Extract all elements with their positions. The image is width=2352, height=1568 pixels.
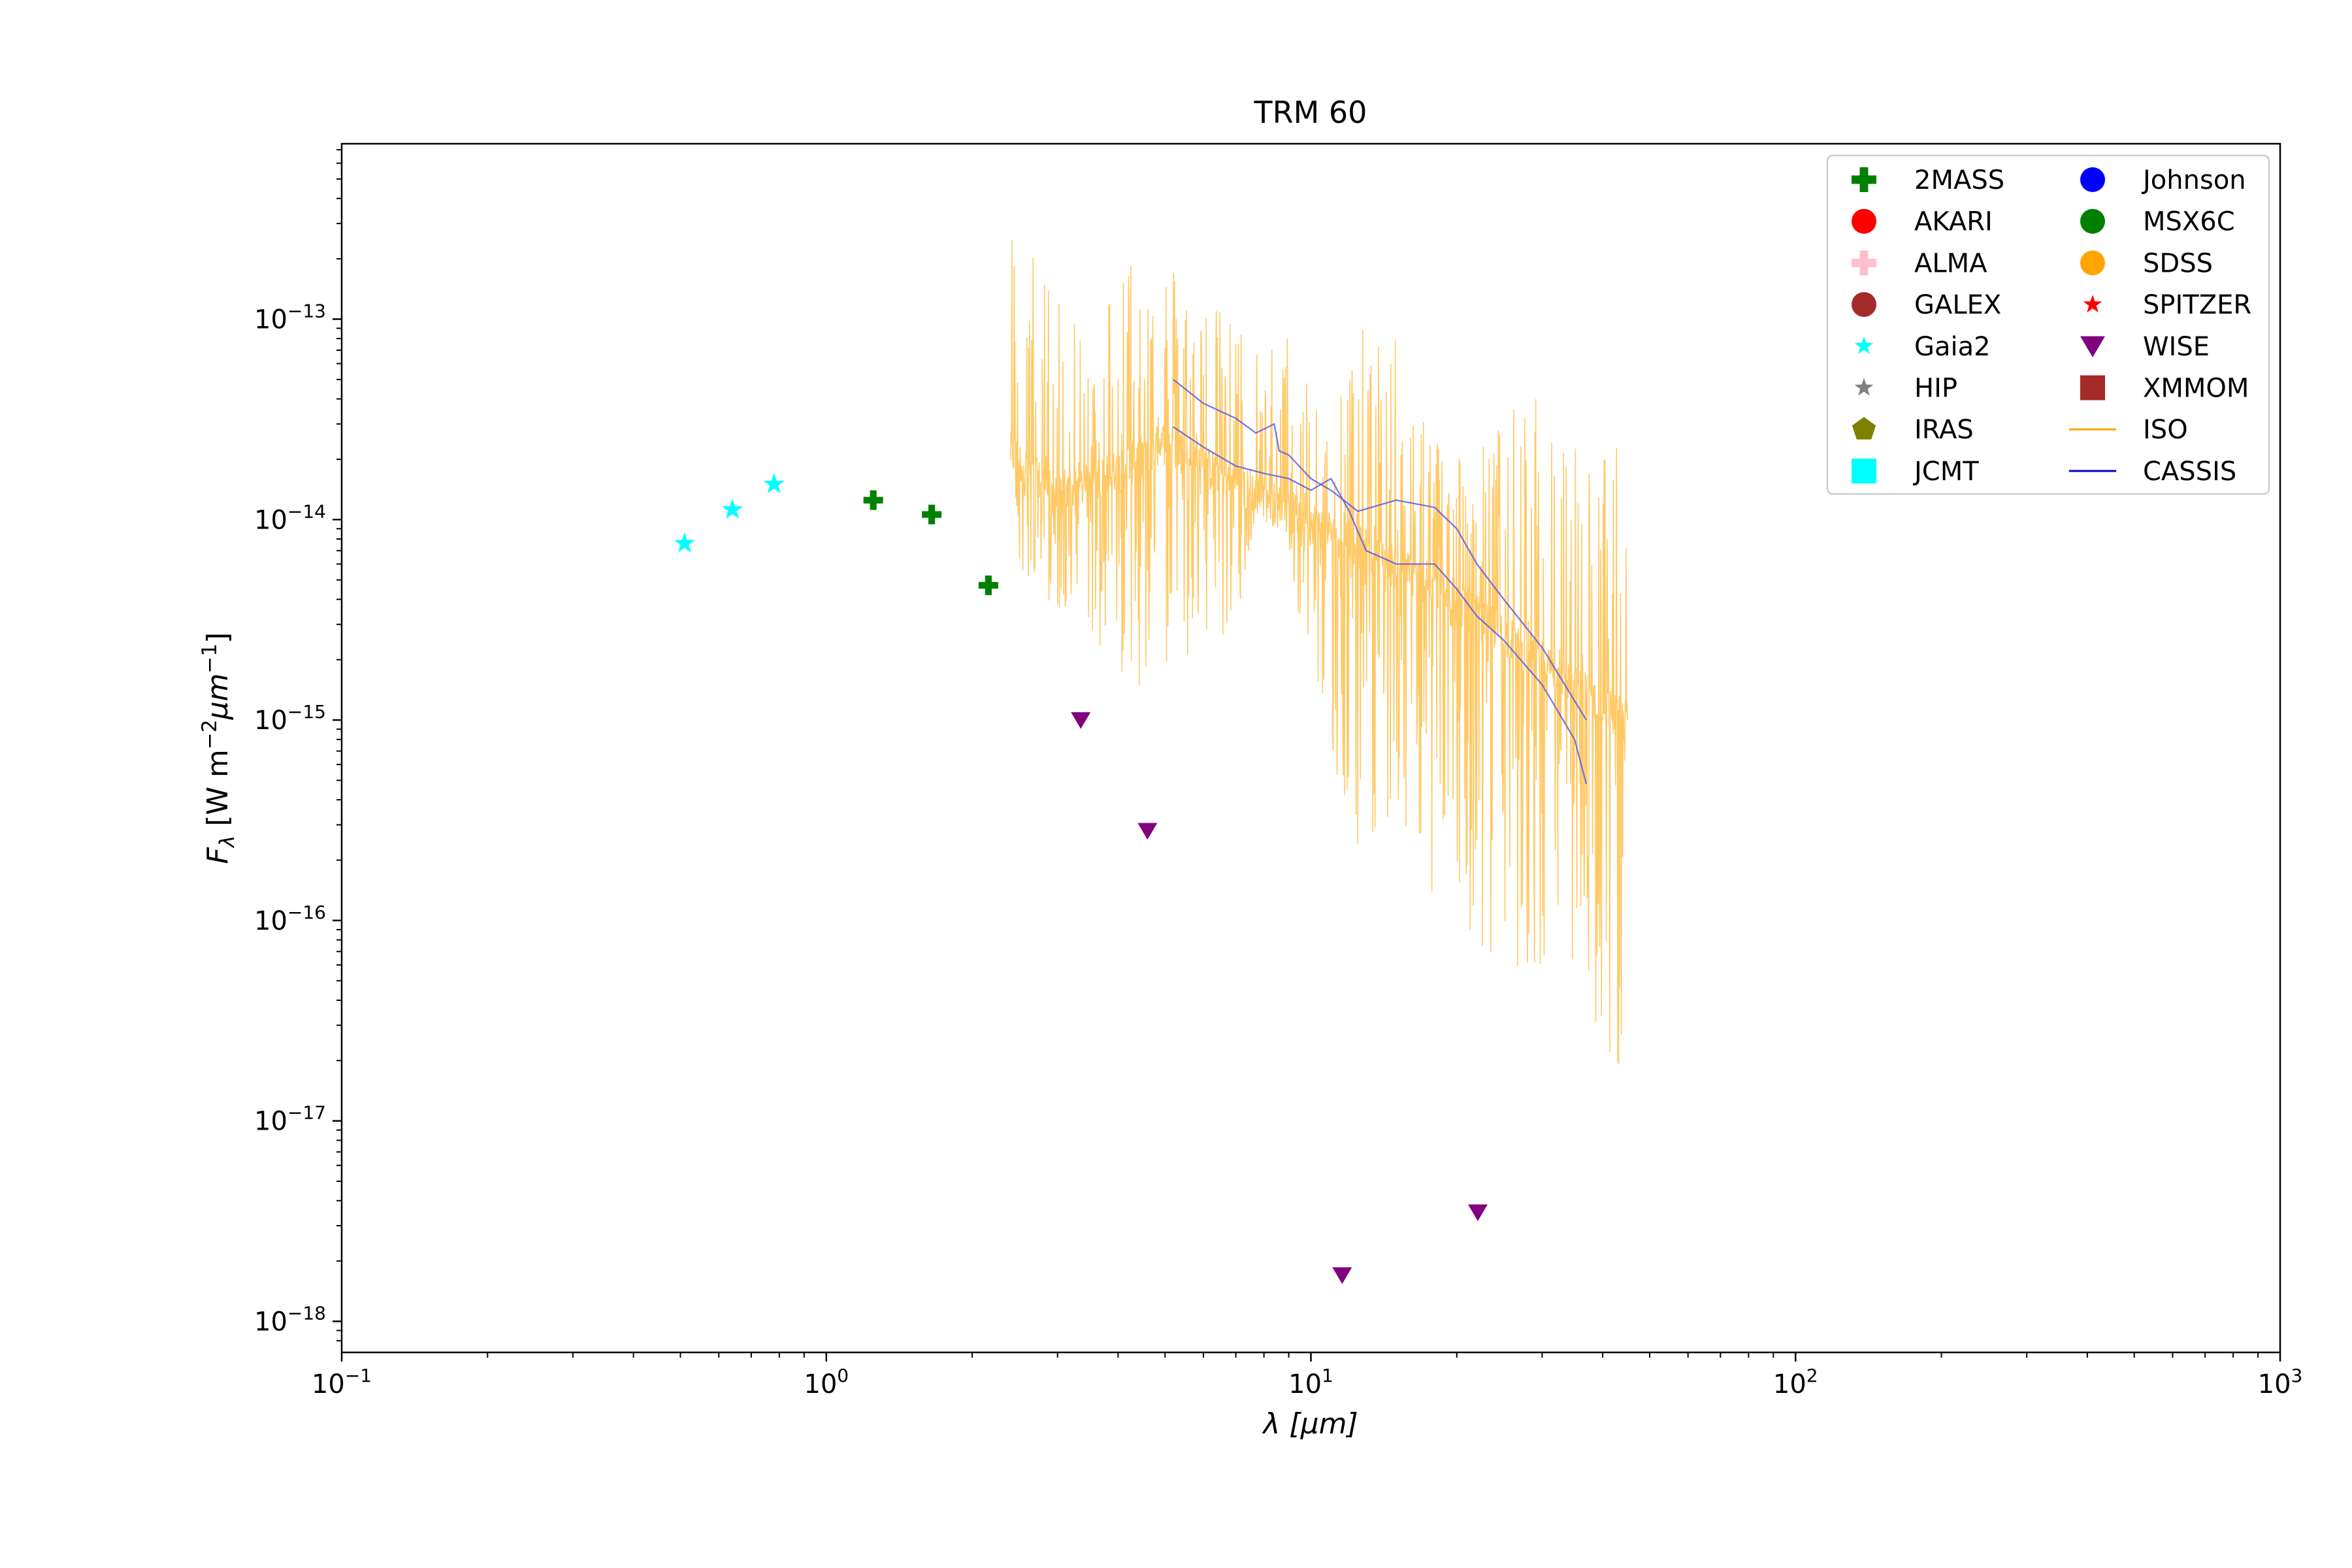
x-tick-label: 101	[1288, 1365, 1333, 1399]
legend-label-jcmt: JCMT	[1912, 457, 1979, 487]
legend-marker-johnson	[2080, 167, 2105, 192]
legend-label-2mass: 2MASS	[1914, 165, 2004, 195]
legend-marker-hip	[1854, 378, 1874, 396]
legend-marker-msx6c	[2080, 208, 2105, 234]
legend-label-spitzer: SPITZER	[2143, 290, 2251, 320]
2mass-point-3	[978, 575, 998, 595]
legend-marker-iras	[1852, 417, 1876, 440]
legend-label-cassis: CASSIS	[2143, 457, 2236, 487]
cassis-spectrum-line-2	[1173, 426, 1588, 785]
legend-marker-spitzer	[2083, 295, 2102, 313]
gaia2-point-3	[763, 473, 785, 493]
y-tick-label: 10−14	[254, 500, 326, 535]
x-tick-label: 10−1	[312, 1365, 372, 1399]
legend-marker-alma	[1852, 250, 1876, 276]
axes: 10−1 100 101 102 103 10−13 10−14 10−15 10−16 10−1…	[254, 149, 2303, 1399]
legend-label-johnson: Johnson	[2141, 165, 2246, 195]
y-axis-label: Fλ [W m−2μm−1]	[198, 632, 239, 864]
plot-content	[674, 240, 1628, 1284]
gaia2-point-1	[674, 532, 695, 553]
legend-label-iso: ISO	[2143, 415, 2188, 445]
wise-point-1	[1071, 712, 1091, 729]
x-tick-label: 102	[1773, 1365, 1818, 1399]
wise-point-3	[1332, 1267, 1352, 1284]
y-tick-label: 10−13	[254, 300, 326, 335]
legend-label-iras: IRAS	[1914, 415, 1974, 445]
legend-label-akari: AKARI	[1914, 207, 1993, 237]
legend-marker-galex	[1852, 292, 1876, 318]
x-tick-label: 100	[804, 1365, 849, 1399]
legend-marker-wise	[2080, 336, 2105, 357]
legend-marker-2mass	[1852, 167, 1876, 193]
legend: 2MASS AKARI ALMA GALEX Gaia2 HIP IRAS JCMT Johns…	[1826, 154, 2270, 495]
gaia2-point-2	[721, 498, 743, 519]
iso-spectrum-line	[1010, 240, 1628, 1065]
cassis-spectrum-line-1	[1173, 378, 1587, 721]
legend-label-msx6c: MSX6C	[2143, 207, 2235, 237]
2mass-point-2	[922, 504, 942, 525]
plot-area-frame	[340, 142, 2281, 1354]
legend-marker-akari	[1852, 208, 1876, 234]
y-tick-label: 10−15	[254, 701, 326, 736]
y-tick-label: 10−17	[254, 1102, 326, 1137]
y-tick-label: 10−18	[254, 1302, 326, 1337]
chart-title: TRM 60	[1254, 95, 1367, 130]
legend-label-sdss: SDSS	[2143, 248, 2213, 278]
wise-point-2	[1137, 823, 1158, 840]
legend-label-alma: ALMA	[1914, 248, 1987, 278]
x-tick-label: 103	[2258, 1365, 2303, 1399]
legend-marker-xmmom	[2080, 375, 2105, 400]
legend-label-galex: GALEX	[1914, 290, 2001, 320]
y-tick-label: 10−16	[254, 902, 326, 936]
legend-label-gaia2: Gaia2	[1914, 332, 1991, 362]
legend-marker-jcmt	[1852, 458, 1876, 483]
legend-label-xmmom: XMMOM	[2143, 374, 2249, 404]
legend-frame	[1826, 154, 2270, 495]
legend-marker-sdss	[2080, 250, 2105, 276]
2mass-point-1	[863, 490, 883, 510]
legend-label-hip: HIP	[1914, 374, 1957, 404]
wise-point-4	[1467, 1204, 1488, 1222]
legend-label-wise: WISE	[2143, 332, 2210, 362]
x-axis-label: λ [μm]	[1262, 1407, 1358, 1441]
legend-marker-gaia2	[1854, 336, 1874, 354]
